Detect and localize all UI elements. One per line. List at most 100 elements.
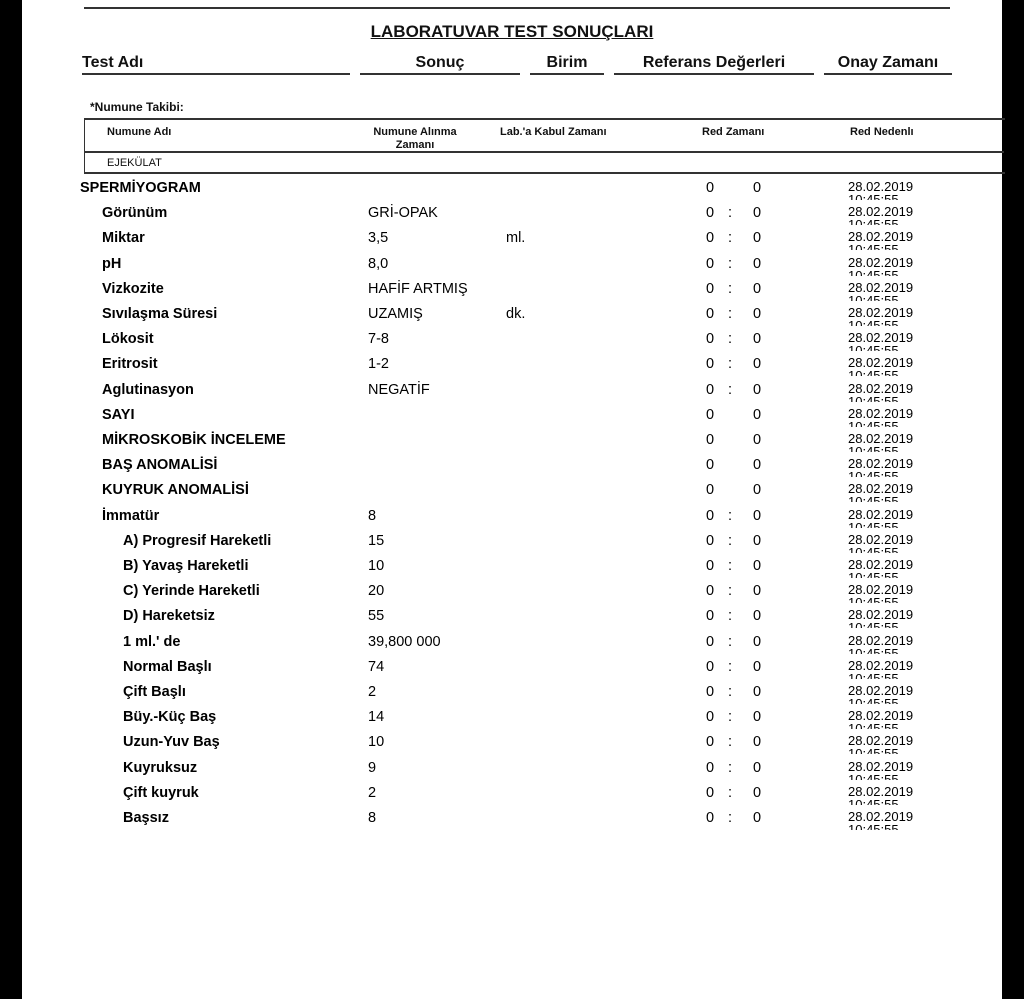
approval-time: 10:45:55 [848,292,899,301]
value-a: 0 [706,280,715,297]
value-b: 0 [753,457,762,474]
result-value: HAFİF ARTMIŞ [368,280,468,297]
test-name: 1 ml.' de [123,633,181,650]
approval-time: 10:45:55 [848,746,899,755]
approval-time: 10:45:55 [848,620,899,629]
result-value: UZAMIŞ [368,306,423,322]
separator: : [728,306,733,322]
result-row: Kuyruksuz 9 0:0 28.02.2019 10:45:55 [22,760,1002,785]
separator: : [728,759,733,776]
value-b: 0 [753,658,762,675]
value-a: 0 [706,507,715,524]
result-row: Çift Başlı 2 0:0 28.02.2019 10:45:55 [22,684,1002,709]
test-name: Miktar [102,230,145,247]
approval-date: 28.02.2019 [848,205,914,220]
approval-datetime: 28.02.2019 10:45:55 [848,684,913,704]
result-row: SAYI 0 0 28.02.2019 10:45:55 [22,407,1002,432]
approval-time: 10:45:55 [848,343,899,352]
approval-datetime: 28.02.2019 10:45:55 [848,734,913,754]
test-name: Çift Başlı [123,684,186,700]
sample-table-divider [84,151,1004,153]
sample-table [84,118,1005,174]
result-row: SPERMİYOGRAM 0 0 28.02.2019 10:45:55 [22,180,1002,205]
approval-datetime: 28.02.2019 10:45:55 [848,508,913,528]
report-title: LABORATUVAR TEST SONUÇLARI [370,22,654,41]
value-a: 0 [706,406,715,423]
result-row: Aglutinasyon NEGATİF 0:0 28.02.2019 10:45:55 [22,382,1002,407]
test-name: SAYI [102,406,135,423]
value-a: 0 [706,356,715,373]
approval-datetime: 28.02.2019 10:45:55 [848,205,913,225]
report-page: LABORATUVAR TEST SONUÇLARI Test Adı Sonu… [22,0,1005,999]
test-name: KUYRUK ANOMALİSİ [102,482,249,499]
result-row: Başsız 8 0:0 28.02.2019 10:45:55 [22,810,1002,835]
approval-time: 10:45:55 [848,418,899,427]
test-name: Normal Başlı [123,658,212,675]
value-b: 0 [753,734,762,751]
approval-time: 10:45:55 [848,796,899,805]
result-value: 8,0 [368,255,389,272]
approval-date: 28.02.2019 [848,734,914,749]
separator: : [728,205,733,222]
approval-time: 10:45:55 [848,444,899,452]
test-name: Çift kuyruk [123,784,199,801]
value-a: 0 [706,255,715,272]
approval-datetime: 28.02.2019 10:45:55 [848,709,913,729]
value-a: 0 [706,684,715,700]
result-row: B) Yavaş Hareketli 10 0:0 28.02.2019 10:45:5… [22,558,1002,583]
result-row: Sıvılaşma Süresi UZAMIŞ dk. 0:0 28.02.2019 10… [22,306,1002,331]
value-b: 0 [753,255,762,272]
test-name: D) Hareketsiz [123,608,215,625]
approval-datetime: 28.02.2019 10:45:55 [848,634,913,654]
result-row: A) Progresif Hareketli 15 0:0 28.02.2019 10:… [22,533,1002,558]
approval-time: 10:45:55 [848,570,899,578]
separator: : [728,709,733,726]
sample-col-name: Numune Adı [107,126,172,138]
approval-date: 28.02.2019 [848,558,914,572]
result-value: 10 [368,558,385,574]
result-value: GRİ-OPAK [368,205,438,222]
approval-date: 28.02.2019 [848,180,914,194]
result-row: Çift kuyruk 2 0:0 28.02.2019 10:45:55 [22,785,1002,810]
separator: : [728,558,733,574]
approval-datetime: 28.02.2019 10:45:55 [848,256,913,276]
value-a: 0 [706,205,715,222]
result-value: 74 [368,658,385,675]
value-b: 0 [753,532,762,549]
approval-time: 10:45:55 [848,696,899,704]
separator: : [728,507,733,524]
result-row: Vizkozite HAFİF ARTMIŞ 0:0 28.02.2019 10:45:… [22,281,1002,306]
approval-datetime: 28.02.2019 10:45:55 [848,785,913,805]
separator: : [728,356,733,373]
value-a: 0 [706,180,715,196]
approval-time: 10:45:55 [848,494,899,503]
value-a: 0 [706,658,715,675]
test-name: Başsız [123,810,169,826]
approval-date: 28.02.2019 [848,583,914,598]
result-value: 3,5 [368,230,389,247]
value-b: 0 [753,356,762,373]
approval-time: 10:45:55 [848,721,899,730]
value-b: 0 [753,507,762,524]
value-b: 0 [753,633,762,650]
approval-time: 10:45:55 [848,822,899,830]
separator: : [728,734,733,751]
test-name: Uzun-Yuv Baş [123,734,220,751]
separator: : [728,280,733,297]
value-b: 0 [753,784,762,801]
result-row: KUYRUK ANOMALİSİ 0 0 28.02.2019 10:45:55 [22,482,1002,507]
approval-date: 28.02.2019 [848,255,914,270]
test-name: A) Progresif Hareketli [123,532,272,549]
value-a: 0 [706,331,715,348]
separator: : [728,810,733,826]
test-name: Sıvılaşma Süresi [102,306,218,322]
approval-time: 10:45:55 [848,242,899,251]
unit: ml. [506,230,526,247]
approval-date: 28.02.2019 [848,356,914,371]
result-value: 20 [368,583,385,600]
test-name: BAŞ ANOMALİSİ [102,457,218,474]
approval-datetime: 28.02.2019 10:45:55 [848,760,913,780]
approval-date: 28.02.2019 [848,759,914,774]
approval-datetime: 28.02.2019 10:45:55 [848,382,913,402]
value-b: 0 [753,558,762,574]
